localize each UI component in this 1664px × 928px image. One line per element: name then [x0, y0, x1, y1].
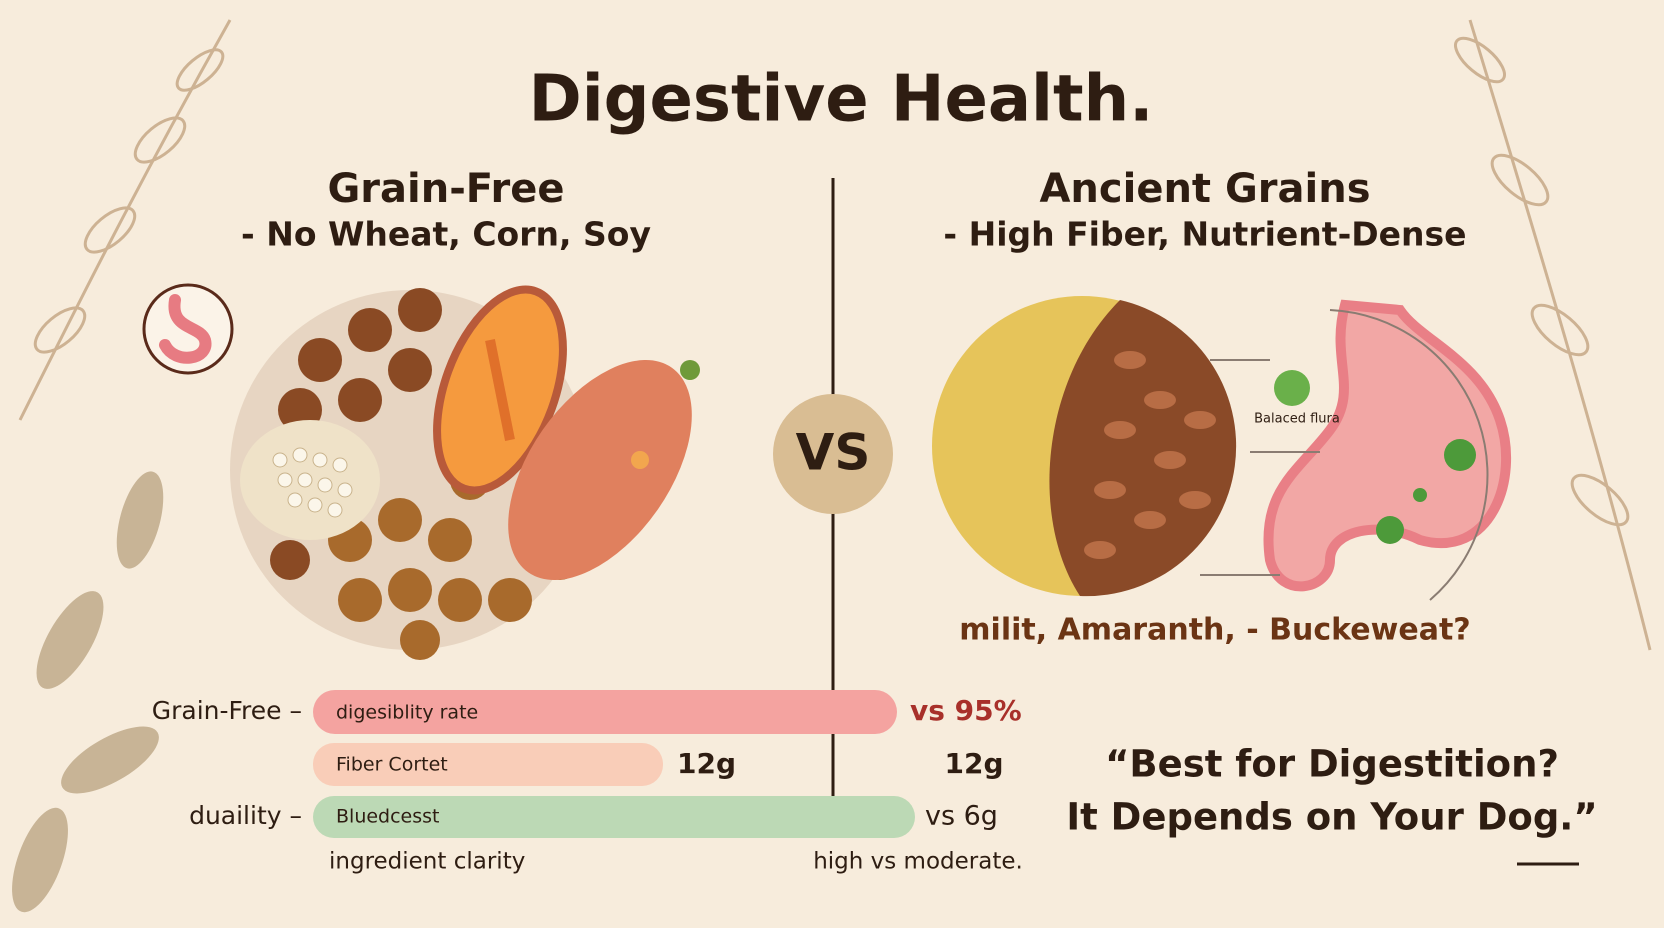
bar-text: ingredient clarity	[329, 849, 525, 875]
vs-badge	[773, 394, 893, 514]
vs-text: VS	[796, 424, 871, 482]
grain-list: milit, Amaranth, - Buckeweat?	[959, 613, 1470, 648]
row-value: high vs moderate.	[813, 849, 1023, 875]
bar-text: Bluedcesst	[336, 806, 440, 828]
left-subheading: - No Wheat, Corn, Soy	[241, 215, 651, 254]
bar-text: Fiber Cortet	[336, 754, 448, 776]
bar-text: digesiblity rate	[336, 702, 478, 724]
right-subheading: - High Fiber, Nutrient-Dense	[943, 215, 1466, 254]
leaf-decoration	[18, 19, 1652, 651]
stomach-illustration	[1200, 299, 1512, 601]
bar	[313, 743, 663, 786]
title: Digestive Health.	[529, 63, 1154, 137]
row-value: vs 6g	[925, 801, 998, 832]
flora-label: Balaced flura	[1254, 412, 1340, 427]
bar	[313, 690, 897, 734]
row-label: duaility –	[189, 801, 302, 830]
kibble-cluster	[230, 285, 700, 660]
bar	[313, 796, 915, 838]
leaf-decoration	[12, 471, 164, 913]
quote-line: It Depends on Your Dog.”	[1066, 796, 1597, 839]
right-heading: Ancient Grains	[1039, 166, 1370, 212]
row-value: 12g	[944, 747, 1003, 780]
row-label: Grain-Free –	[152, 696, 302, 725]
quote-line: “Best for Digestition?	[1105, 743, 1559, 786]
stomach-icon-shape	[159, 294, 212, 364]
row-value: vs 95%	[910, 694, 1022, 727]
grain-circle	[932, 296, 1237, 597]
left-heading: Grain-Free	[327, 166, 564, 212]
row-value: 12g	[677, 747, 736, 780]
